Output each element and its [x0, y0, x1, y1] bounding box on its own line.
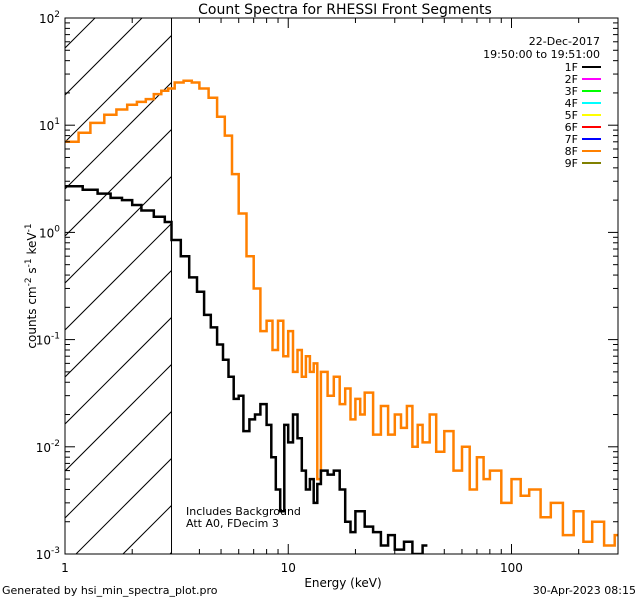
hatch-line: [0, 0, 112, 554]
y-tick-label: 101: [39, 117, 60, 133]
series-8F-line: [65, 79, 618, 547]
hatch-line: [65, 34, 172, 143]
series-1F-line: [65, 184, 428, 554]
x-tick-label: 1: [61, 561, 69, 575]
legend-label-5F: 5F: [565, 109, 578, 122]
footer-generated-by: Generated by hsi_min_spectra_plot.pro: [2, 584, 218, 597]
y-tick-label: 102: [39, 10, 60, 26]
y-tick-label: 10-1: [36, 332, 60, 348]
x-tick-label: 100: [500, 561, 523, 575]
legend-label-7F: 7F: [565, 133, 578, 146]
hatch-line: [65, 363, 172, 472]
annotation-background: Includes Background: [186, 505, 301, 518]
legend: 22-Dec-2017 19:50:00 to 19:51:00 1F2F3F4…: [483, 35, 601, 170]
annotation-attenuator: Att A0, FDecim 3: [186, 517, 279, 530]
y-tick-label: 100: [39, 224, 60, 240]
footer-date: 30-Apr-2023 08:15: [533, 584, 636, 597]
y-axis-label: counts cm-2 s-1 keV-1: [24, 223, 39, 348]
x-tick-label: 10: [281, 561, 296, 575]
hatch-line: [65, 222, 172, 331]
plot-frame: [64, 17, 619, 555]
legend-label-6F: 6F: [565, 121, 578, 134]
x-axis-label: Energy (keV): [304, 576, 381, 590]
hatch-line: [65, 18, 143, 96]
hatch-line: [65, 18, 96, 49]
hatch-line: [65, 175, 172, 284]
legend-date: 22-Dec-2017: [529, 35, 600, 48]
hatch-line: [65, 81, 172, 190]
legend-label-1F: 1F: [565, 61, 578, 74]
legend-label-9F: 9F: [565, 157, 578, 170]
hatch-line: [75, 457, 172, 554]
hatch-line: [65, 410, 172, 519]
legend-time-range: 19:50:00 to 19:51:00: [483, 48, 600, 61]
legend-label-3F: 3F: [565, 85, 578, 98]
hatch-line: [65, 269, 172, 378]
legend-label-2F: 2F: [565, 73, 578, 86]
y-tick-label: 10-2: [36, 439, 60, 455]
legend-label-4F: 4F: [565, 97, 578, 110]
y-tick-label: 10-3: [36, 546, 60, 562]
chart-title: Count Spectra for RHESSI Front Segments: [198, 2, 492, 18]
hatched-region: [0, 0, 172, 554]
legend-label-8F: 8F: [565, 145, 578, 158]
